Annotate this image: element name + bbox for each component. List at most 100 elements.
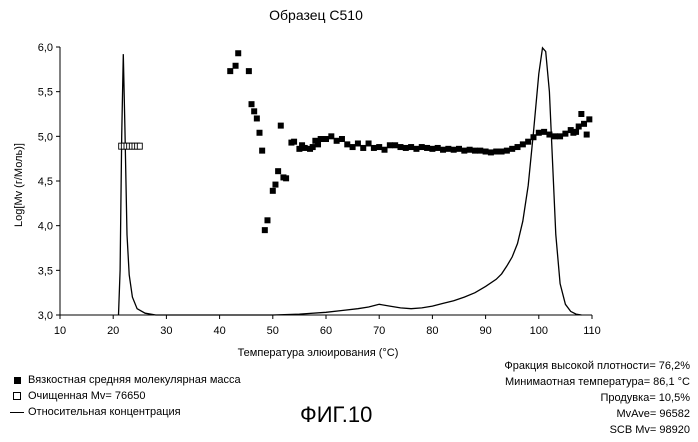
statistics-block: Фракция высокой плотности= 76,2% Минимао… (504, 358, 690, 438)
x-tick-label: 100 (530, 325, 548, 337)
point-viscosity-mw (477, 148, 483, 154)
point-viscosity-mw (515, 144, 521, 150)
point-viscosity-mw (536, 130, 542, 136)
x-tick-label: 110 (583, 325, 601, 337)
point-viscosity-mw (235, 50, 241, 56)
point-viscosity-mw (413, 146, 419, 152)
point-viscosity-mw (530, 134, 536, 140)
y-tick-label: 4,0 (38, 221, 53, 233)
point-viscosity-mw (334, 138, 340, 144)
figure-label: ФИГ.10 (300, 402, 372, 428)
point-viscosity-mw (576, 124, 582, 130)
point-viscosity-mw (472, 148, 478, 154)
point-viscosity-mw (584, 132, 590, 138)
point-viscosity-mw (552, 133, 558, 139)
stat-mvave: MvAve= 96582 (504, 406, 690, 422)
point-viscosity-mw (278, 123, 284, 129)
point-viscosity-mw (270, 188, 276, 194)
point-viscosity-mw (461, 148, 467, 154)
point-viscosity-mw (586, 116, 592, 122)
point-viscosity-mw (456, 146, 462, 152)
y-tick-label: 3,0 (38, 310, 53, 322)
point-viscosity-mw (264, 217, 270, 223)
point-viscosity-mw (493, 149, 499, 155)
y-axis-label: Log[Mv (г/Моль)] (13, 143, 25, 227)
point-viscosity-mw (275, 168, 281, 174)
point-viscosity-mw (440, 147, 446, 153)
point-viscosity-mw (557, 133, 563, 139)
point-viscosity-mw (483, 149, 489, 155)
stat-high-density-fraction: Фракция высокой плотности= 76,2% (504, 358, 690, 374)
x-tick-label: 60 (320, 325, 332, 337)
point-purified-mv (137, 143, 142, 149)
plot-area (119, 48, 593, 315)
y-tick-label: 5,0 (38, 131, 53, 143)
y-tick-label: 6,0 (38, 42, 53, 54)
point-viscosity-mw (509, 146, 515, 152)
stat-min-temperature: Минимаотная температура= 86,1 °C (504, 374, 690, 390)
point-viscosity-mw (504, 148, 510, 154)
point-viscosity-mw (251, 108, 257, 114)
point-viscosity-mw (382, 147, 388, 153)
point-viscosity-mw (315, 141, 321, 147)
point-viscosity-mw (488, 149, 494, 155)
x-tick-label: 30 (160, 325, 172, 337)
y-tick-label: 3,5 (38, 265, 53, 277)
point-viscosity-mw (429, 146, 435, 152)
point-viscosity-mw (302, 145, 308, 151)
x-tick-label: 70 (373, 325, 385, 337)
filled-square-icon (6, 377, 28, 384)
legend: Вязкостная средняя молекулярная масса Оч… (6, 372, 241, 420)
y-tick-label: 4,5 (38, 176, 53, 188)
point-viscosity-mw (272, 182, 278, 188)
chart-svg: Образец С510 Log[Mv (г/Моль)] Температур… (0, 0, 698, 360)
legend-item-purified-mv: Очищенная Mv= 76650 (6, 388, 241, 404)
point-viscosity-mw (435, 145, 441, 151)
stat-purge: Продувка= 10,5% (504, 390, 690, 406)
point-viscosity-mw (233, 63, 239, 69)
point-viscosity-mw (467, 147, 473, 153)
legend-label: Вязкостная средняя молекулярная масса (28, 374, 241, 386)
point-viscosity-mw (546, 132, 552, 138)
point-viscosity-mw (360, 145, 366, 151)
point-viscosity-mw (525, 139, 531, 145)
point-viscosity-mw (283, 175, 289, 181)
point-viscosity-mw (355, 140, 361, 146)
point-viscosity-mw (541, 129, 547, 135)
point-viscosity-mw (451, 147, 457, 153)
legend-item-viscosity-mw: Вязкостная средняя молекулярная масса (6, 372, 241, 388)
point-viscosity-mw (227, 68, 233, 74)
point-viscosity-mw (520, 141, 526, 147)
point-viscosity-mw (403, 145, 409, 151)
legend-label: Относительная концентрация (28, 406, 181, 418)
point-viscosity-mw (424, 145, 430, 151)
point-viscosity-mw (323, 136, 329, 142)
point-viscosity-mw (397, 144, 403, 150)
open-square-icon (6, 392, 28, 400)
x-tick-label: 80 (426, 325, 438, 337)
point-viscosity-mw (445, 146, 451, 152)
series-line-relative-concentration (119, 48, 582, 315)
line-icon (6, 412, 28, 413)
point-viscosity-mw (318, 136, 324, 142)
point-viscosity-mw (339, 136, 345, 142)
point-viscosity-mw (291, 139, 297, 145)
point-viscosity-mw (328, 133, 334, 139)
point-viscosity-mw (310, 144, 316, 150)
x-tick-label: 90 (479, 325, 491, 337)
point-viscosity-mw (387, 142, 393, 148)
point-viscosity-mw (246, 68, 252, 74)
legend-item-relative-concentration: Относительная концентрация (6, 404, 241, 420)
point-viscosity-mw (573, 129, 579, 135)
y-tick-label: 5,5 (38, 87, 53, 99)
point-viscosity-mw (257, 130, 263, 136)
x-axis-label: Температура элюирования (°C) (238, 347, 399, 359)
point-viscosity-mw (350, 144, 356, 150)
legend-label: Очищенная Mv= 76650 (28, 390, 146, 402)
point-viscosity-mw (366, 140, 372, 146)
point-viscosity-mw (259, 148, 265, 154)
point-viscosity-mw (371, 145, 377, 151)
point-viscosity-mw (419, 144, 425, 150)
point-viscosity-mw (581, 121, 587, 127)
x-tick-label: 50 (267, 325, 279, 337)
